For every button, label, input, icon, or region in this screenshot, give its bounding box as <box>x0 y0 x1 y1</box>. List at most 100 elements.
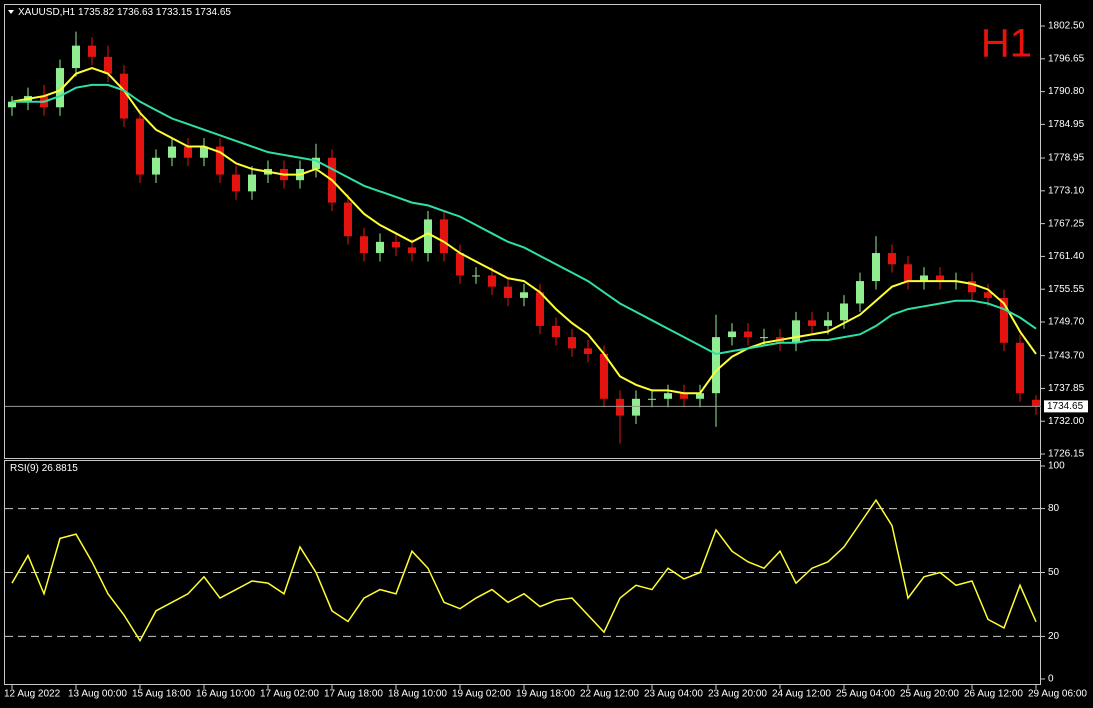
y-tick-label: 80 <box>1048 503 1060 514</box>
candle-body <box>8 101 16 108</box>
x-tick-label: 17 Aug 18:00 <box>324 689 383 700</box>
x-tick-label: 12 Aug 2022 <box>4 689 61 700</box>
candle-body <box>152 157 160 175</box>
candle-body <box>88 45 96 57</box>
candle-body <box>248 174 256 192</box>
candle-body <box>360 236 368 254</box>
x-tick-label: 23 Aug 04:00 <box>644 689 703 700</box>
open-value: 1735.82 <box>78 7 115 18</box>
x-tick-label: 29 Aug 06:00 <box>1028 689 1087 700</box>
y-tick-label: 20 <box>1048 631 1060 642</box>
y-tick-label: 50 <box>1048 567 1060 578</box>
x-tick-label: 15 Aug 18:00 <box>132 689 191 700</box>
candle-body <box>440 219 448 254</box>
candle-body <box>216 146 224 175</box>
candle-body <box>744 331 752 338</box>
candle-body <box>1032 399 1040 407</box>
candle-body <box>696 393 704 399</box>
candle-body <box>200 146 208 158</box>
candle-body <box>728 331 736 338</box>
candle-body <box>856 281 864 304</box>
candle-body <box>1016 342 1024 394</box>
candle-body <box>584 348 592 354</box>
candle-body <box>168 146 176 158</box>
candle-body <box>376 241 384 254</box>
candle-body <box>1000 297 1008 343</box>
candle-body <box>344 202 352 237</box>
candle-body <box>56 68 64 108</box>
candle-body <box>136 118 144 175</box>
y-tick-label: 1784.95 <box>1048 119 1085 130</box>
rsi-value: 26.8815 <box>42 463 79 474</box>
candle-body <box>104 56 112 74</box>
y-tick-label: 1773.10 <box>1048 185 1085 196</box>
y-tick-label: 1802.50 <box>1048 21 1085 32</box>
candle-body <box>840 303 848 321</box>
y-tick-label: 1732.00 <box>1048 416 1085 427</box>
y-tick-label: 1761.40 <box>1048 251 1085 262</box>
candle-body <box>680 393 688 399</box>
candle-body <box>424 219 432 254</box>
y-tick-label: 0 <box>1048 674 1054 685</box>
high-value: 1736.63 <box>117 7 154 18</box>
candle-body <box>472 275 480 277</box>
rsi-panel-frame <box>4 460 1041 685</box>
current-price-label: 1734.65 <box>1047 401 1084 412</box>
current-price-box <box>1044 400 1088 413</box>
menu-arrow[interactable] <box>8 10 14 14</box>
y-tick-label: 1749.70 <box>1048 317 1085 328</box>
x-tick-label: 17 Aug 02:00 <box>260 689 319 700</box>
rsi-line <box>11 498 1037 643</box>
x-tick-label: 13 Aug 00:00 <box>68 689 127 700</box>
close-value: 1734.65 <box>195 7 232 18</box>
y-tick-label: 1726.15 <box>1048 449 1085 460</box>
candle-body <box>760 337 768 339</box>
candle-body <box>664 393 672 399</box>
y-tick-label: 100 <box>1048 461 1065 472</box>
candle-body <box>392 241 400 248</box>
candle-body <box>872 253 880 282</box>
candle-body <box>648 398 656 400</box>
y-tick-label: 1743.70 <box>1048 350 1085 361</box>
moving-average <box>12 83 1037 355</box>
x-tick-label: 25 Aug 20:00 <box>900 689 959 700</box>
y-tick-label: 1796.65 <box>1048 53 1085 64</box>
candle-body <box>312 157 320 169</box>
candle-body <box>520 292 528 298</box>
candle-body <box>792 320 800 343</box>
candle-body <box>968 281 976 293</box>
y-tick-label: 1767.25 <box>1048 218 1085 229</box>
x-tick-label: 24 Aug 12:00 <box>772 689 831 700</box>
candle-body <box>504 286 512 298</box>
candle-body <box>712 337 720 394</box>
candle-body <box>984 292 992 298</box>
candle-body <box>536 292 544 326</box>
candle-body <box>232 174 240 192</box>
candle-body <box>456 253 464 276</box>
candle-body <box>808 320 816 326</box>
rsi-header: RSI(9) 26.8815 <box>10 463 78 474</box>
x-tick-label: 19 Aug 18:00 <box>516 689 575 700</box>
timeframe-label: H1 <box>981 22 1032 66</box>
candle-body <box>888 253 896 265</box>
x-tick-label: 25 Aug 04:00 <box>836 689 895 700</box>
candle-body <box>568 337 576 349</box>
symbol: XAUUSD,H1 <box>18 7 76 18</box>
candle-body <box>936 275 944 282</box>
x-tick-label: 16 Aug 10:00 <box>196 689 255 700</box>
y-tick-label: 1755.55 <box>1048 284 1085 295</box>
y-tick-label: 1778.95 <box>1048 153 1085 164</box>
candle-body <box>120 73 128 119</box>
moving-average <box>11 66 1037 395</box>
price-panel-frame <box>4 4 1041 459</box>
candle-body <box>408 247 416 254</box>
x-tick-label: 22 Aug 12:00 <box>580 689 639 700</box>
candle-body <box>904 264 912 282</box>
candle-body <box>488 275 496 287</box>
y-tick-label: 1737.85 <box>1048 383 1085 394</box>
candle-body <box>632 398 640 416</box>
x-tick-label: 26 Aug 12:00 <box>964 689 1023 700</box>
